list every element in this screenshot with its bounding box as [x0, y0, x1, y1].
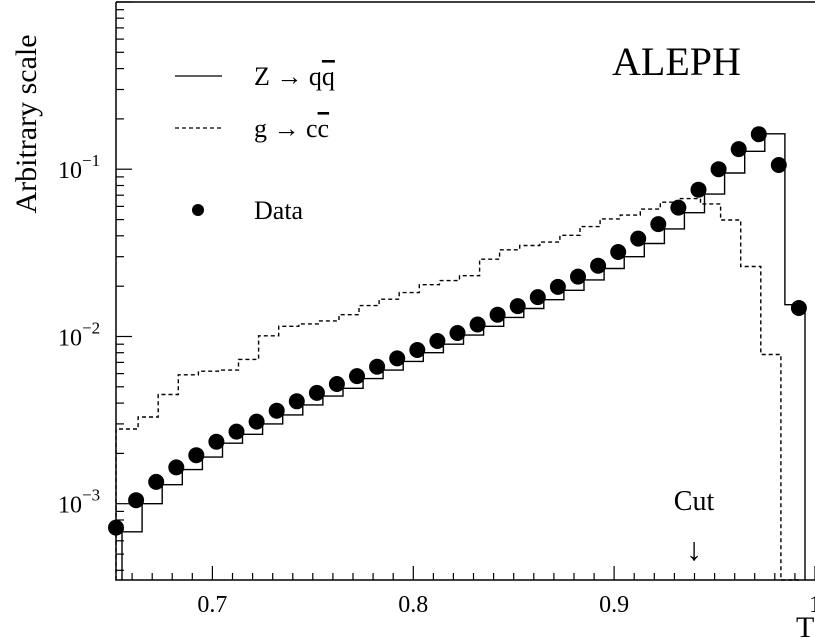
- data-point: [529, 289, 546, 306]
- y-tick-label: 10−2: [58, 319, 100, 352]
- legend-data-marker: [192, 204, 204, 216]
- data-point: [590, 257, 607, 274]
- data-point: [369, 358, 386, 375]
- data-point: [610, 244, 627, 260]
- legend-label-z-qq-text: Z → q: [254, 62, 322, 91]
- legend: Z → qq g → cc Data: [175, 62, 335, 225]
- data-point: [730, 141, 747, 158]
- data-point: [449, 325, 466, 341]
- y-tick-base: 10: [58, 326, 82, 352]
- axis-ticks: 0.7 0.8 0.9 110−310−210−1: [58, 1, 815, 618]
- data-point: [228, 423, 245, 440]
- cut-arrow: ↓: [686, 531, 702, 567]
- x-axis-label: T: [796, 611, 814, 639]
- data-point: [630, 230, 647, 247]
- y-tick-exponent: −3: [82, 486, 100, 505]
- x-tick-label: 0.8: [398, 592, 428, 618]
- series-layer: [115, 133, 806, 581]
- x-tick-label: 0.9: [599, 592, 629, 618]
- data-point: [409, 342, 426, 358]
- data-point: [770, 157, 787, 173]
- data-point: [328, 376, 345, 392]
- data-point: [469, 316, 486, 333]
- data-point: [349, 368, 365, 385]
- data-point: [268, 402, 285, 419]
- data-point: [690, 181, 707, 198]
- cut-annotation: Cut ↓: [674, 486, 715, 567]
- legend-label-g-cc: g → cc: [254, 114, 329, 143]
- legend-label-z-qq-bar: q: [322, 62, 335, 91]
- data-point: [570, 268, 586, 285]
- y-tick-exponent: −1: [82, 151, 100, 170]
- data-point: [489, 306, 506, 323]
- y-tick-label: 10−3: [58, 486, 100, 519]
- data-point: [208, 433, 225, 450]
- chart-title: ALEPH: [612, 39, 741, 84]
- data-point: [108, 519, 124, 536]
- data-markers: [108, 126, 807, 536]
- data-point: [128, 492, 145, 509]
- data-point: [389, 350, 406, 367]
- data-point: [188, 447, 205, 464]
- data-point: [168, 459, 185, 476]
- legend-label-z-qq: Z → qq: [254, 62, 335, 91]
- y-tick-exponent: −2: [82, 319, 100, 338]
- y-tick-label: 10−1: [58, 151, 100, 184]
- data-point: [148, 473, 165, 490]
- legend-label-g-cc-text: g → c: [254, 114, 318, 143]
- legend-label-g-cc-bar: c: [318, 114, 330, 143]
- y-tick-base: 10: [58, 158, 82, 184]
- data-point: [670, 199, 687, 216]
- data-point: [750, 126, 767, 143]
- data-point: [790, 300, 807, 316]
- data-point: [549, 278, 566, 295]
- data-point: [429, 333, 446, 349]
- x-tick-label: 0.7: [197, 592, 227, 618]
- legend-label-data: Data: [254, 196, 304, 225]
- series-z-qq-histogram: [121, 133, 806, 580]
- data-point: [288, 393, 305, 410]
- data-point: [710, 161, 727, 178]
- y-axis-label: Arbitrary scale: [10, 34, 43, 213]
- y-tick-base: 10: [58, 493, 82, 519]
- data-point: [509, 298, 526, 315]
- data-point: [308, 384, 325, 401]
- x-tick-label: 1: [809, 592, 815, 618]
- data-point: [650, 216, 667, 233]
- series-g-cc-histogram: [115, 197, 799, 581]
- cut-label: Cut: [674, 486, 715, 517]
- data-point: [248, 413, 265, 430]
